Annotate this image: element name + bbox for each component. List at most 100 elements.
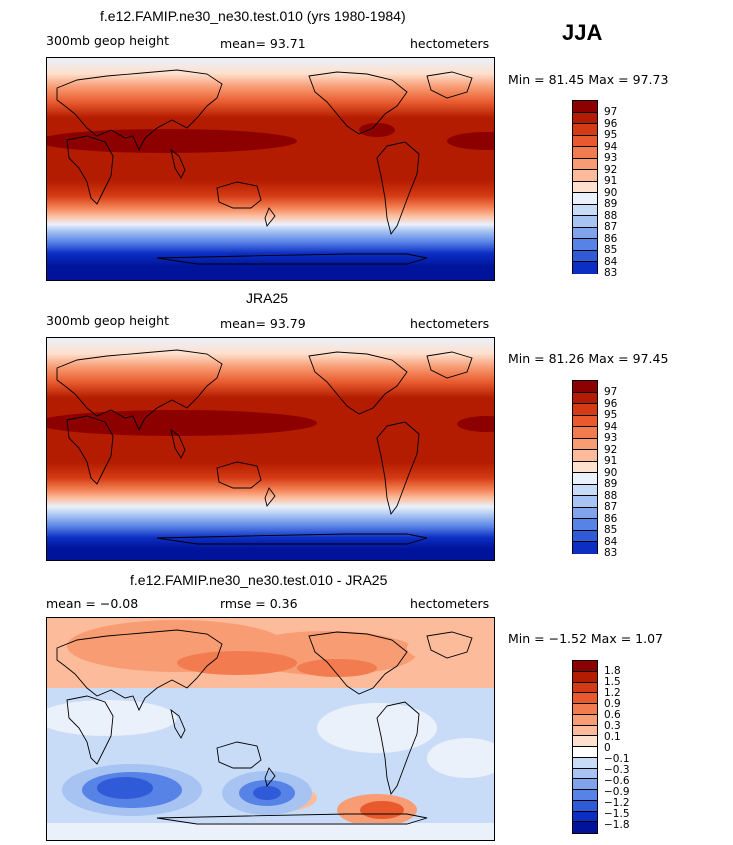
colorbar-swatch (573, 542, 597, 554)
colorbar-swatch (573, 193, 597, 205)
panel-2-map (46, 337, 495, 561)
colorbar-tick: 90 (604, 466, 618, 479)
colorbar-swatch (573, 227, 597, 239)
colorbar-swatch (573, 519, 597, 531)
colorbar-swatch (573, 790, 597, 801)
panel-3-minmax: Min = −1.52 Max = 1.07 (508, 631, 663, 646)
colorbar-swatch (573, 427, 597, 439)
panel-2-title: JRA25 (246, 290, 289, 306)
colorbar-tick: 91 (604, 175, 618, 187)
colorbar-tick: 83 (604, 547, 618, 559)
colorbar-swatch (573, 239, 597, 251)
colorbar-swatch (573, 530, 597, 542)
colorbar-tick: 84 (604, 255, 618, 268)
colorbar-tick: −0.6 (604, 775, 630, 787)
colorbar-swatch (573, 461, 597, 473)
colorbar-swatch (573, 181, 597, 193)
colorbar-swatch (573, 262, 597, 274)
colorbar-tick: 1.5 (604, 676, 621, 688)
colorbar-tick: 84 (604, 535, 618, 548)
panel-2-colorbar (572, 380, 598, 554)
colorbar-swatch (573, 682, 597, 694)
panel-3-map (46, 617, 495, 841)
colorbar-tick: 85 (604, 524, 618, 536)
colorbar-swatch (573, 216, 597, 228)
colorbar-swatch (573, 736, 597, 747)
colorbar-swatch (573, 250, 597, 262)
colorbar-swatch (573, 450, 597, 462)
colorbar-swatch (573, 158, 597, 170)
panel-2-left-label: 300mb geop height (46, 313, 169, 328)
colorbar-tick: −0.9 (604, 786, 630, 798)
colorbar-swatch (573, 661, 597, 672)
panel-3-title: f.e12.FAMIP.ne30_ne30.test.010 - JRA25 (130, 572, 388, 588)
colorbar-tick: 0.9 (604, 698, 621, 710)
colorbar-swatch (573, 404, 597, 416)
colorbar-tick: 86 (604, 232, 618, 245)
colorbar-tick: −1.8 (604, 819, 630, 831)
colorbar-swatch (573, 693, 597, 704)
panel-1-title: f.e12.FAMIP.ne30_ne30.test.010 (yrs 1980… (100, 8, 406, 24)
colorbar-swatch (573, 147, 597, 159)
colorbar-tick: 94 (604, 420, 618, 433)
colorbar-swatch (573, 112, 597, 124)
panel-2-units-label: hectometers (410, 316, 490, 331)
colorbar-tick: 0.3 (604, 720, 621, 732)
colorbar-tick: 93 (604, 432, 618, 444)
panel-1-minmax: Min = 81.45 Max = 97.73 (508, 72, 669, 87)
colorbar-tick: 96 (604, 397, 618, 410)
colorbar-tick: 92 (604, 163, 618, 176)
colorbar-swatch (573, 438, 597, 450)
panel-2-minmax: Min = 81.26 Max = 97.45 (508, 351, 669, 366)
panel-1-units-label: hectometers (410, 36, 490, 51)
colorbar-tick: 87 (604, 501, 618, 513)
colorbar-swatch (573, 747, 597, 758)
colorbar-tick: 88 (604, 489, 618, 502)
colorbar-tick: 89 (604, 478, 618, 490)
colorbar-tick: 97 (604, 106, 618, 118)
colorbar-tick: 91 (604, 455, 618, 467)
colorbar-swatch (573, 381, 597, 393)
colorbar-swatch (573, 124, 597, 136)
colorbar-swatch (573, 496, 597, 508)
panel-2-mean-label: mean= 93.79 (220, 316, 306, 331)
colorbar-tick: 95 (604, 129, 618, 141)
panel-1-mean-label: mean= 93.71 (220, 36, 306, 51)
colorbar-tick: 86 (604, 512, 618, 525)
colorbar-tick: 0 (604, 742, 611, 754)
colorbar-swatch (573, 704, 597, 715)
colorbar-swatch (573, 779, 597, 790)
colorbar-swatch (573, 714, 597, 726)
colorbar-tick: −0.3 (604, 764, 630, 776)
colorbar-tick: 85 (604, 244, 618, 256)
colorbar-tick: 87 (604, 221, 618, 233)
colorbar-tick: 89 (604, 198, 618, 210)
colorbar-swatch (573, 507, 597, 519)
colorbar-swatch (573, 757, 597, 769)
colorbar-tick: 90 (604, 186, 618, 199)
colorbar-swatch (573, 170, 597, 182)
panel-3-colorbar (572, 660, 598, 834)
colorbar-swatch (573, 473, 597, 485)
colorbar-swatch (573, 484, 597, 496)
colorbar-tick: 83 (604, 267, 618, 279)
colorbar-swatch (573, 822, 597, 833)
colorbar-tick: 1.8 (604, 665, 621, 677)
colorbar-tick: 97 (604, 386, 618, 398)
panel-1-colorbar (572, 100, 598, 274)
colorbar-swatch (573, 725, 597, 737)
season-label: JJA (562, 20, 603, 45)
colorbar-tick: −0.1 (604, 753, 630, 765)
panel-1-left-label: 300mb geop height (46, 33, 169, 48)
colorbar-swatch (573, 204, 597, 216)
colorbar-tick: 0.6 (604, 709, 621, 721)
colorbar-swatch (573, 415, 597, 427)
colorbar-swatch (573, 135, 597, 147)
colorbar-swatch (573, 101, 597, 113)
panel-3-mean-label: mean = −0.08 (46, 596, 139, 611)
colorbar-tick: −1.2 (604, 797, 630, 809)
colorbar-tick: 0.1 (604, 731, 621, 743)
panel-3-rmse-label: rmse = 0.36 (220, 596, 298, 611)
colorbar-tick: 94 (604, 140, 618, 153)
colorbar-swatch (573, 392, 597, 404)
